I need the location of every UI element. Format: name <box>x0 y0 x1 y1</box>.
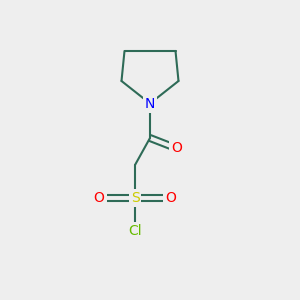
Text: Cl: Cl <box>128 224 142 238</box>
Text: O: O <box>166 191 176 205</box>
Text: S: S <box>130 191 140 205</box>
Text: O: O <box>172 142 182 155</box>
Text: O: O <box>94 191 104 205</box>
Text: N: N <box>145 97 155 110</box>
